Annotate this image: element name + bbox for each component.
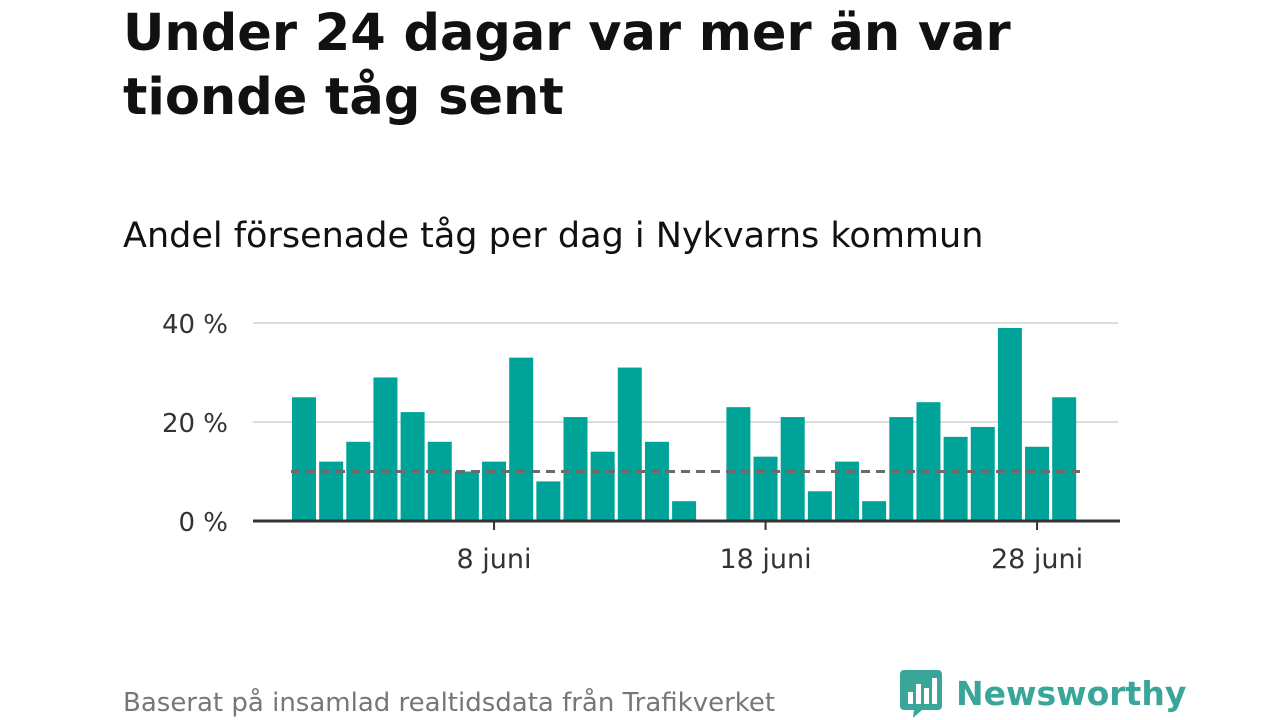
y-tick-label: 0 % — [178, 508, 228, 538]
bar — [970, 426, 995, 521]
bar — [536, 481, 561, 521]
bar — [292, 397, 316, 521]
bar — [753, 456, 778, 521]
bar — [563, 417, 588, 521]
bar — [943, 436, 968, 521]
bar — [590, 451, 615, 521]
brand-logo-group: Newsworthy — [900, 668, 1186, 720]
bar — [400, 412, 425, 521]
bar — [726, 407, 751, 521]
bar — [780, 417, 805, 521]
brand-name: Newsworthy — [956, 674, 1187, 713]
bar — [644, 441, 669, 521]
bar — [916, 402, 941, 521]
bar — [1052, 397, 1077, 521]
bar — [1025, 446, 1050, 521]
bar — [807, 491, 832, 521]
bar — [454, 471, 479, 521]
bar — [889, 417, 914, 521]
bar — [997, 327, 1022, 521]
y-tick-label: 20 % — [162, 409, 228, 439]
chart-subtitle: Andel försenade tåg per dag i Nykvarns k… — [123, 216, 984, 256]
chart-title: Under 24 dagar var mer än var tionde tåg… — [123, 4, 1011, 127]
bar — [427, 441, 452, 521]
x-tick-label: 18 juni — [719, 544, 811, 575]
bar — [509, 357, 534, 521]
bar-chart-speech-bubble-icon — [900, 670, 942, 718]
x-tick-label: 8 juni — [457, 544, 532, 575]
bar — [672, 501, 697, 521]
bar — [862, 501, 887, 521]
bar — [346, 441, 371, 521]
x-tick-label: 28 juni — [991, 544, 1083, 575]
bar — [373, 377, 398, 521]
bar — [617, 367, 642, 521]
source-note: Baserat på insamlad realtidsdata från Tr… — [123, 688, 776, 718]
y-tick-label: 40 % — [162, 310, 228, 340]
